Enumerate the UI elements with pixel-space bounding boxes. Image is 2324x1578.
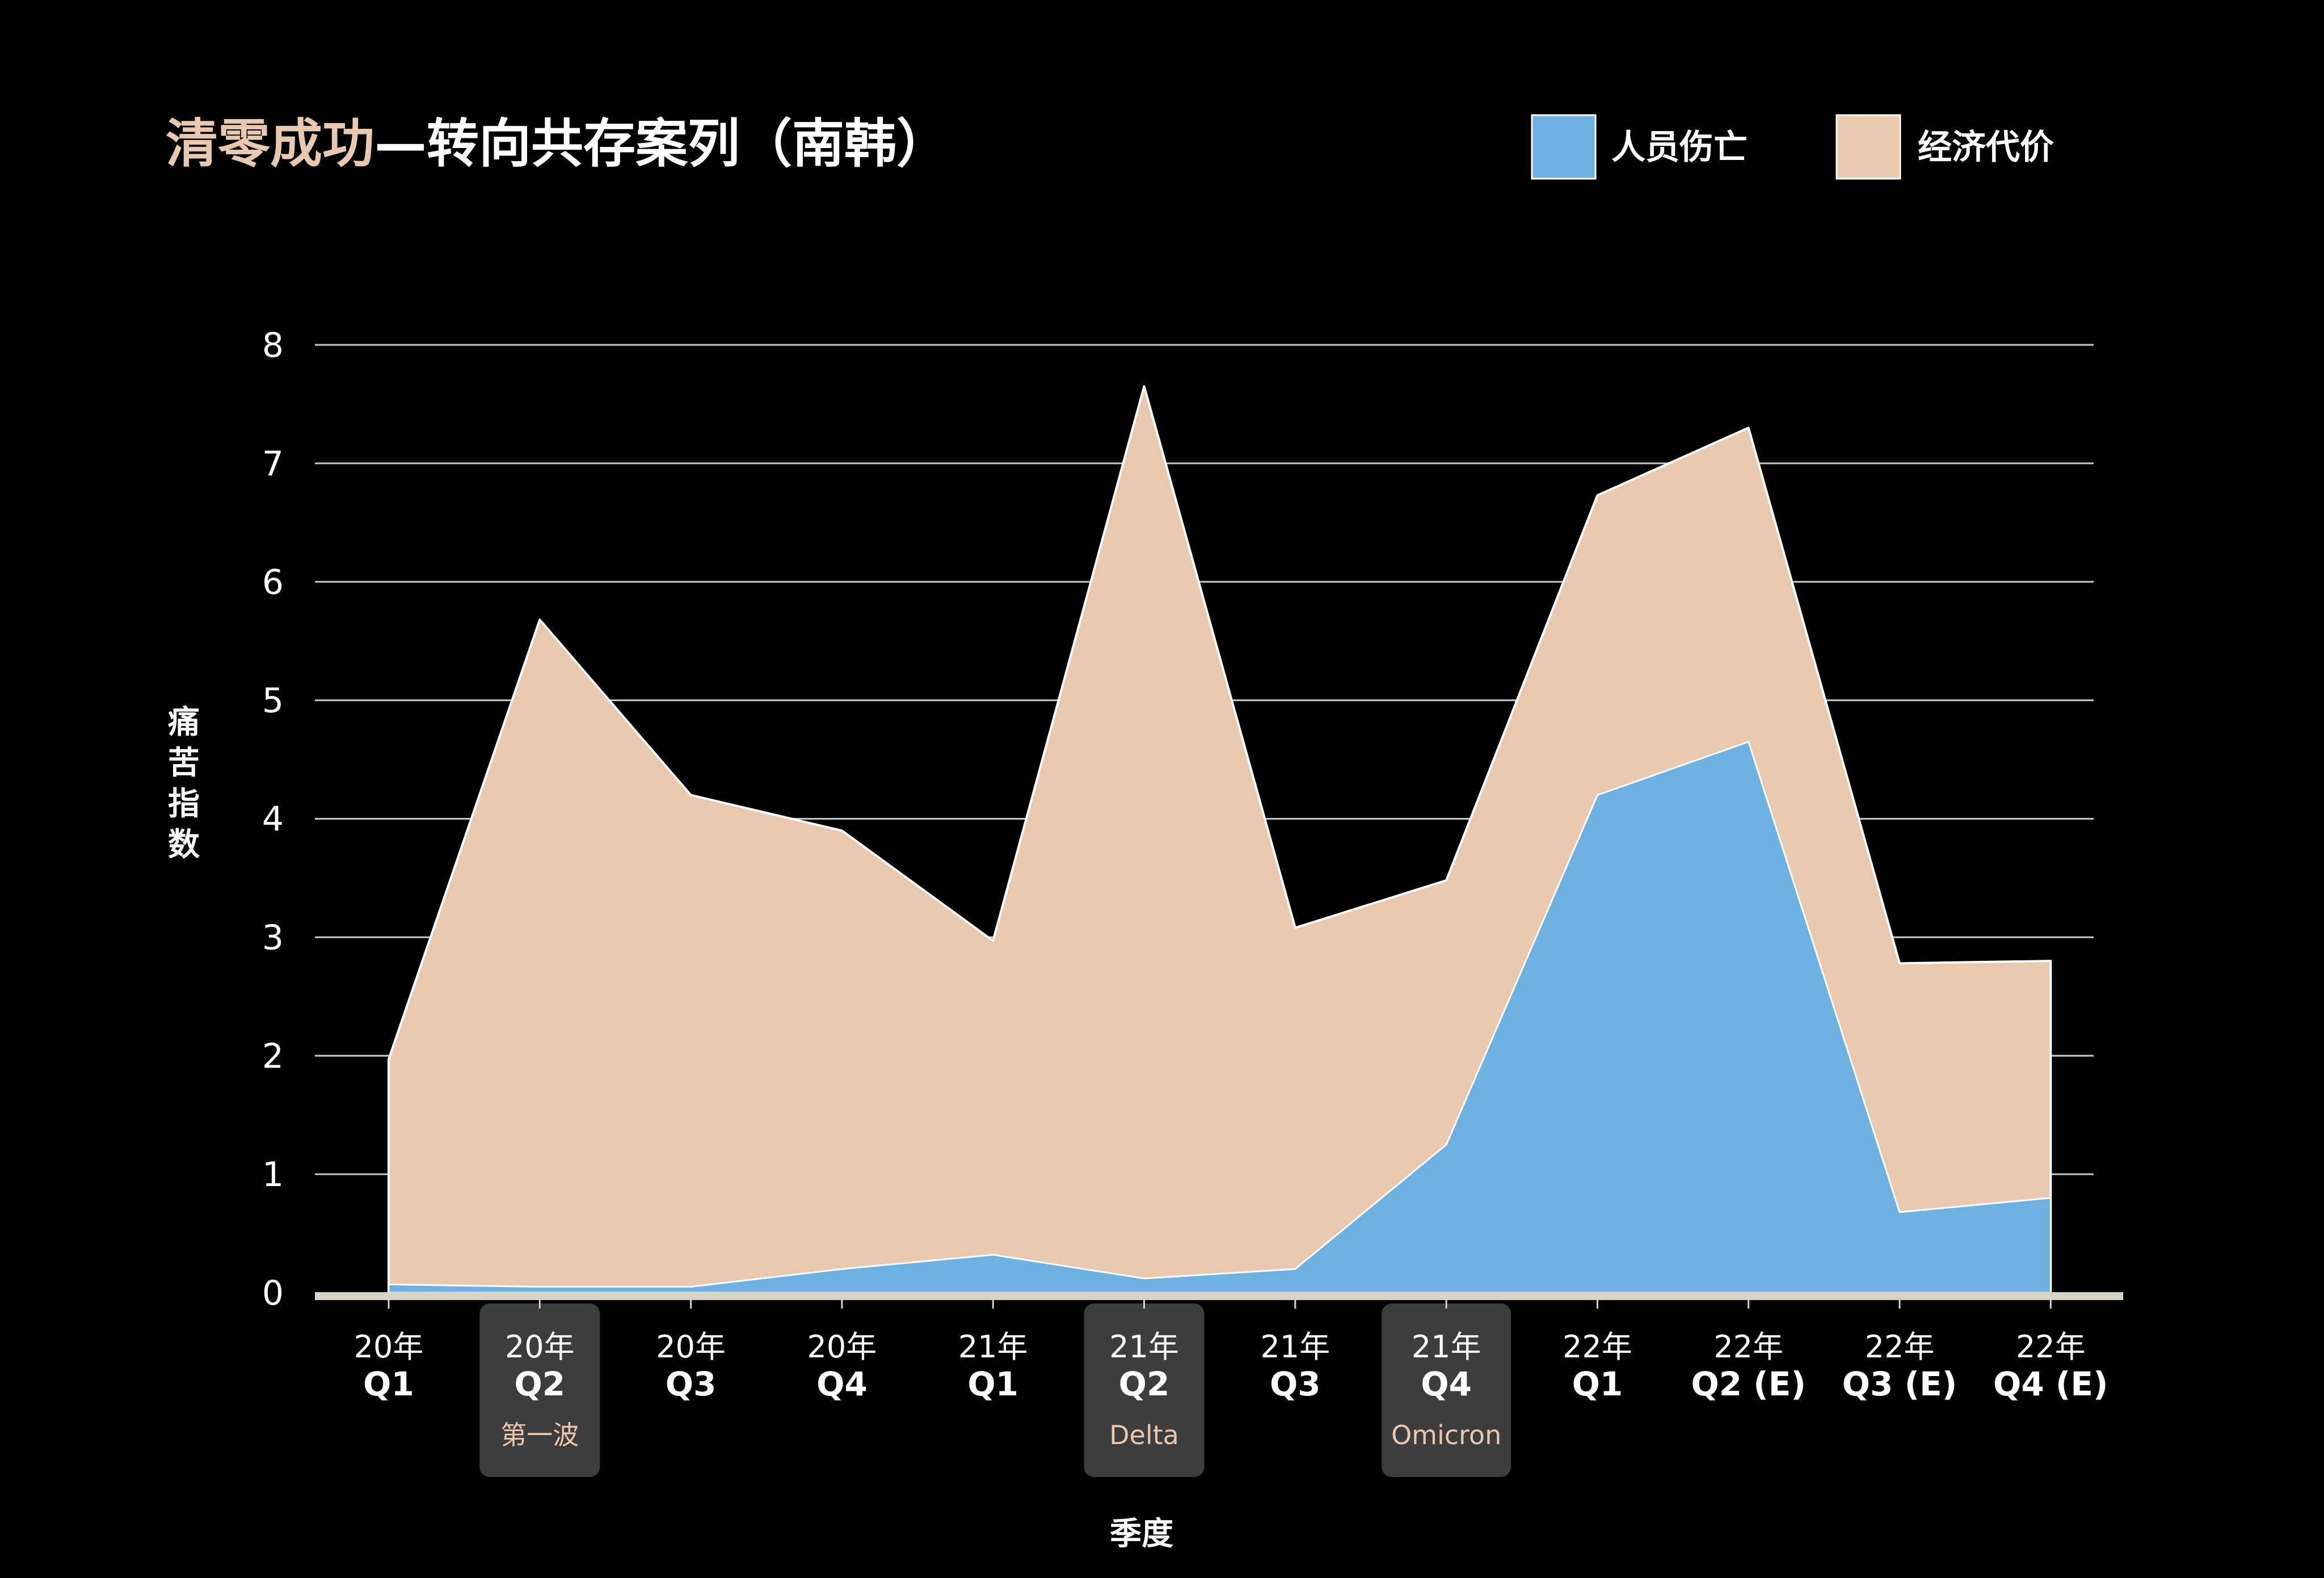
y-tick-label: 2 — [262, 1036, 284, 1076]
x-tick-quarter: Q2 — [1119, 1365, 1170, 1403]
event-highlight-box — [479, 1303, 600, 1477]
x-tick-year: 21年 — [1412, 1329, 1481, 1365]
x-tick-year: 20年 — [656, 1329, 726, 1365]
area-casualties — [388, 741, 2052, 1294]
y-tick-label: 5 — [262, 681, 284, 721]
x-tick-year: 21年 — [1260, 1329, 1330, 1365]
x-tick-year: 22年 — [1713, 1329, 1783, 1365]
x-axis-ticks: 20年Q120年Q220年Q320年Q421年Q121年Q221年Q321年Q4… — [354, 1299, 2108, 1403]
legend: 人员伤亡 经济代价 — [1531, 114, 2054, 180]
event-annotations: 第一波 Delta Omicron — [479, 1303, 1512, 1477]
chart-title-rest: —转向共存案列（南韩） — [374, 113, 949, 174]
x-tick-quarter: Q4 — [816, 1365, 868, 1403]
x-axis-title: 季度 — [1110, 1516, 1173, 1552]
y-tick-label: 1 — [262, 1155, 284, 1195]
x-tick-year: 21年 — [958, 1329, 1028, 1365]
x-tick-year: 21年 — [1109, 1329, 1179, 1365]
y-axis-title: 痛苦指数 — [168, 704, 200, 863]
x-tick-quarter: Q4 (E) — [1993, 1365, 2108, 1403]
x-tick-quarter: Q1 — [1572, 1365, 1623, 1403]
x-tick-quarter: Q3 — [1270, 1365, 1321, 1403]
legend-label-casualties: 人员伤亡 — [1611, 128, 1748, 167]
x-tick-quarter: Q2 (E) — [1691, 1365, 1806, 1403]
x-tick-quarter: Q1 — [967, 1365, 1018, 1403]
event-label: 第一波 — [500, 1420, 579, 1450]
legend-swatch-economic — [1835, 114, 1901, 180]
x-tick-year: 20年 — [807, 1329, 877, 1365]
x-tick-quarter: Q3 — [666, 1365, 717, 1403]
x-tick-quarter: Q3 (E) — [1842, 1365, 1957, 1403]
chart-title-highlight: 清零成功 — [166, 113, 374, 174]
y-tick-label: 3 — [262, 918, 284, 957]
event-label: Delta — [1109, 1420, 1179, 1450]
legend-swatch-casualties — [1531, 114, 1597, 180]
x-tick-year: 22年 — [1865, 1329, 1935, 1365]
plot-area — [315, 385, 2123, 1300]
event-highlight-box — [1382, 1303, 1512, 1477]
x-tick-year: 20年 — [354, 1329, 424, 1365]
event-label: Omicron — [1391, 1420, 1501, 1450]
legend-label-economic: 经济代价 — [1918, 128, 2054, 167]
y-tick-label: 6 — [262, 563, 284, 602]
y-tick-label: 0 — [262, 1273, 284, 1313]
y-axis-ticks: 0 1 2 3 4 5 6 7 8 — [262, 326, 284, 1313]
x-tick-quarter: Q4 — [1421, 1365, 1472, 1403]
chart-title: 清零成功—转向共存案列（南韩） — [166, 113, 949, 174]
x-tick-quarter: Q2 — [514, 1365, 565, 1403]
x-tick-year: 22年 — [1563, 1329, 1632, 1365]
x-tick-year: 22年 — [2016, 1329, 2086, 1365]
x-tick-quarter: Q1 — [363, 1365, 414, 1403]
y-tick-label: 8 — [262, 326, 284, 365]
y-tick-label: 7 — [262, 444, 284, 484]
y-tick-label: 4 — [262, 800, 284, 839]
x-tick-year: 20年 — [505, 1329, 575, 1365]
event-highlight-box — [1084, 1303, 1205, 1477]
